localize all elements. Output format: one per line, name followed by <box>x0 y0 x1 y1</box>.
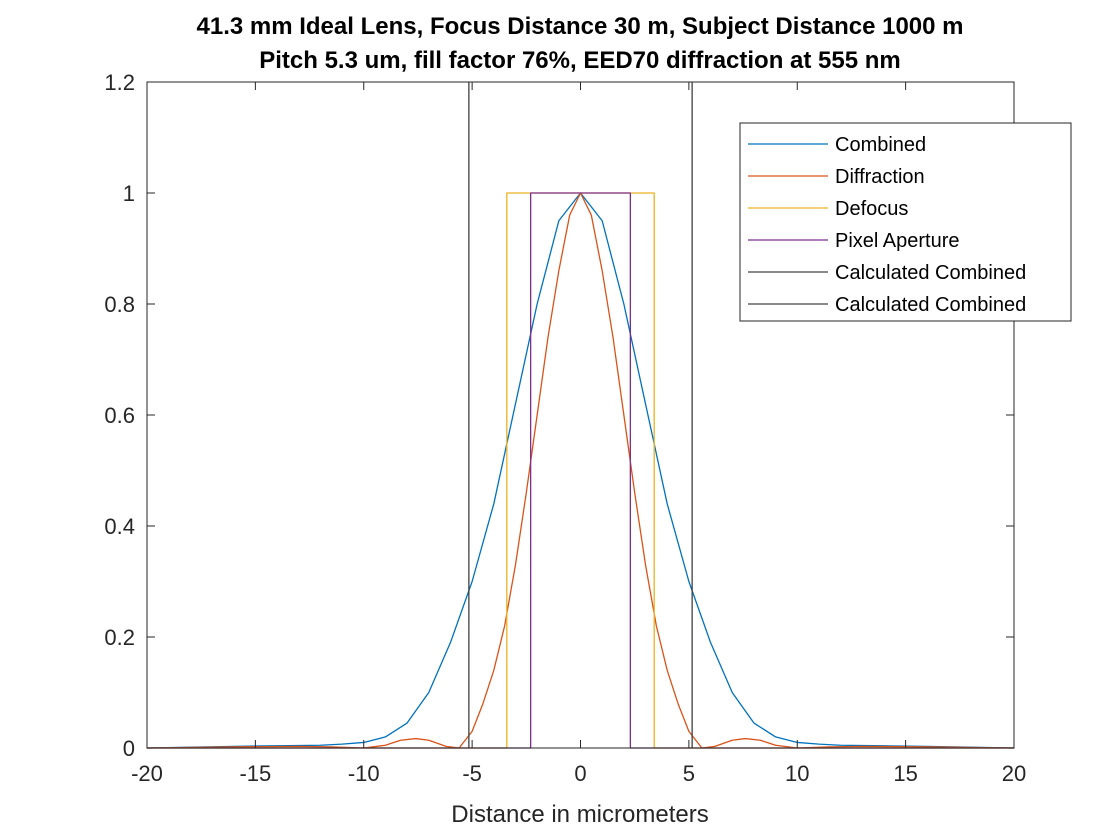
y-tick-label: 0.6 <box>104 403 135 428</box>
legend-label-combined: Combined <box>835 134 926 156</box>
legend-label-diffraction: Diffraction <box>835 166 925 188</box>
y-tick-label: 0.2 <box>104 625 135 650</box>
chart-title-line-1: 41.3 mm Ideal Lens, Focus Distance 30 m,… <box>197 13 964 40</box>
legend-label-calculated-combined: Calculated Combined <box>835 262 1026 284</box>
x-tick-label: -10 <box>348 761 380 786</box>
legend-entries: Combined Diffraction Defocus Pixel Aperture… <box>748 134 1026 316</box>
y-tick-label: 0.4 <box>104 514 135 539</box>
legend-box <box>739 122 1072 322</box>
plot-area: -20 -15 -10 -5 0 5 10 15 20 0 0.2 0.4 0.6 0.8 1 1.2 <box>104 70 1026 786</box>
y-tick-label: 0.8 <box>104 292 135 317</box>
y-tick-label: 1 <box>123 181 135 206</box>
legend-label-pixel-aperture: Pixel Aperture <box>835 230 960 252</box>
tick-layer: -20 -15 -10 -5 0 5 10 15 20 0 0.2 0.4 0.6 0.8 1 1.2 <box>104 70 1026 786</box>
x-tick-label: 10 <box>785 761 809 786</box>
x-tick-label: 0 <box>574 761 586 786</box>
legend-label-calculated-combined: Calculated Combined <box>835 294 1026 316</box>
legend-label-defocus: Defocus <box>835 198 908 220</box>
x-axis-label: Distance in micrometers <box>451 801 708 828</box>
x-tick-label: 20 <box>1002 761 1026 786</box>
y-tick-label: 0 <box>123 736 135 761</box>
legend: Combined Diffraction Defocus Pixel Aperture… <box>739 122 1072 322</box>
chart-title-line-2: Pitch 5.3 um, fill factor 76%, EED70 dif… <box>259 47 901 74</box>
x-tick-label: 5 <box>683 761 695 786</box>
x-tick-label: 15 <box>893 761 917 786</box>
x-tick-label: -20 <box>131 761 163 786</box>
x-tick-label: -5 <box>462 761 482 786</box>
y-tick-label: 1.2 <box>104 70 135 95</box>
x-tick-label: -15 <box>239 761 271 786</box>
